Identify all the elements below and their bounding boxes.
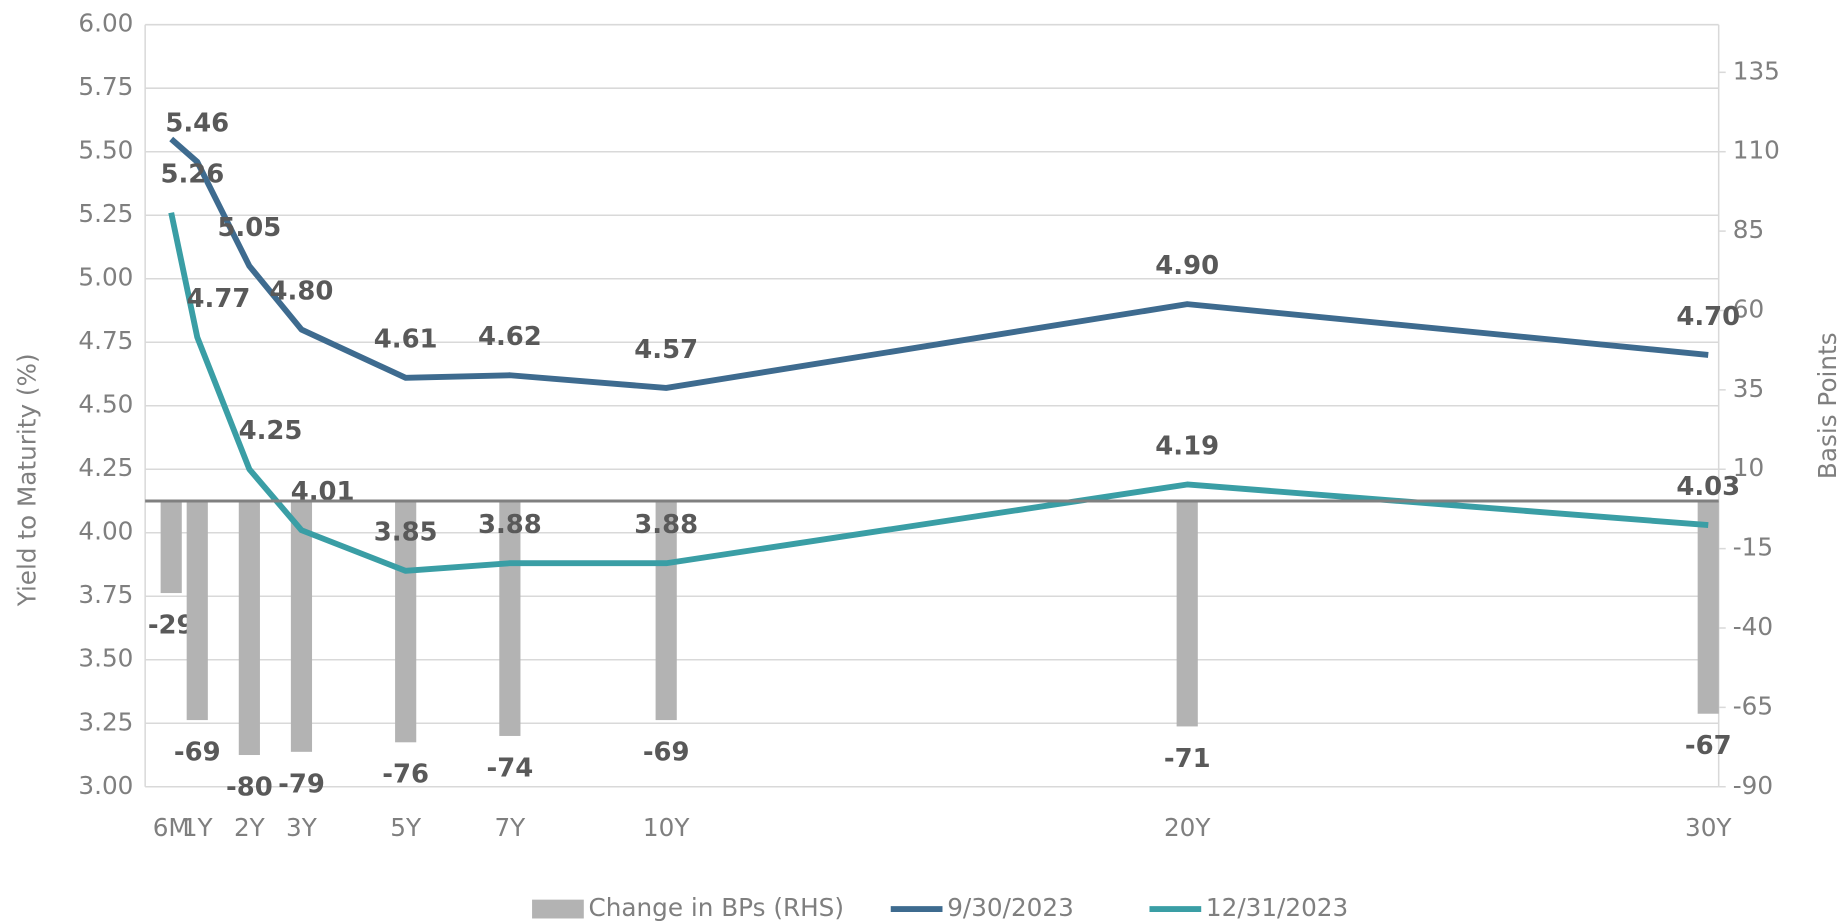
bar-label: -80	[226, 772, 273, 802]
data-label: 4.90	[1155, 251, 1219, 281]
y-tick-label: 3.00	[78, 771, 133, 800]
legend-swatch	[532, 899, 584, 919]
legend-label: Change in BPs (RHS)	[589, 893, 844, 922]
data-label: 4.70	[1676, 302, 1740, 332]
bar	[238, 500, 260, 756]
data-label: 5.26	[160, 160, 224, 190]
data-label: 4.61	[374, 325, 438, 355]
y2-tick-label: -90	[1733, 771, 1773, 800]
data-label: 4.57	[634, 335, 698, 365]
data-label: 4.77	[187, 284, 251, 314]
y2-axis-title: Basis Points	[1813, 332, 1842, 479]
x-tick-label: 7Y	[494, 813, 526, 842]
data-label: 5.46	[165, 109, 229, 139]
data-label: 3.88	[634, 510, 698, 540]
data-label: 3.85	[374, 518, 438, 548]
data-label: 4.80	[270, 276, 334, 306]
bar	[395, 500, 417, 743]
bar	[186, 500, 208, 721]
y2-tick-label: -65	[1733, 691, 1773, 720]
y-tick-label: 3.25	[78, 707, 133, 736]
y2-tick-label: -40	[1733, 612, 1773, 641]
x-tick-label: 1Y	[182, 813, 214, 842]
bar	[499, 500, 521, 736]
y-tick-label: 3.50	[78, 644, 133, 673]
x-tick-label: 5Y	[390, 813, 422, 842]
data-label: 4.62	[478, 322, 542, 352]
bar-label: -74	[487, 753, 534, 783]
bar	[1176, 500, 1198, 727]
bar-label: -71	[1164, 744, 1211, 774]
line	[169, 136, 1709, 391]
bar	[655, 500, 677, 721]
x-tick-label: 30Y	[1685, 813, 1732, 842]
bar-label: -79	[278, 769, 325, 799]
data-label: 5.05	[217, 213, 281, 243]
legend-label: 12/31/2023	[1206, 893, 1348, 922]
bar	[1697, 500, 1719, 714]
y2-tick-label: -15	[1733, 533, 1773, 562]
legend-label: 9/30/2023	[947, 893, 1074, 922]
bar	[160, 500, 182, 594]
y2-tick-label: 85	[1733, 215, 1764, 244]
y2-tick-label: 135	[1733, 56, 1780, 85]
bar-label: -69	[643, 738, 690, 768]
x-tick-label: 2Y	[234, 813, 266, 842]
data-label: 4.25	[239, 416, 303, 446]
bar-label: -76	[382, 760, 429, 790]
data-label: 4.19	[1155, 431, 1219, 461]
y-tick-label: 4.25	[78, 453, 133, 482]
x-tick-label: 3Y	[286, 813, 318, 842]
x-tick-label: 10Y	[643, 813, 690, 842]
y2-tick-label: 10	[1733, 453, 1764, 482]
data-label: 4.03	[1676, 472, 1740, 502]
y2-tick-label: 110	[1733, 136, 1780, 165]
y-tick-label: 4.00	[78, 517, 133, 546]
data-label: 3.88	[478, 510, 542, 540]
y2-tick-label: 35	[1733, 374, 1764, 403]
y2-tick-label: 60	[1733, 294, 1764, 323]
data-label: 4.01	[291, 477, 355, 507]
y-axis-title: Yield to Maturity (%)	[13, 353, 42, 607]
y-tick-label: 5.75	[78, 72, 133, 101]
x-tick-label: 6M	[153, 813, 190, 842]
y-tick-label: 4.75	[78, 326, 133, 355]
bar-label: -67	[1685, 731, 1732, 761]
bar	[290, 500, 313, 752]
bar-label: -69	[174, 738, 221, 768]
y-tick-label: 5.00	[78, 263, 133, 292]
y-tick-label: 4.50	[78, 390, 133, 419]
y-tick-label: 5.25	[78, 199, 133, 228]
y-tick-label: 6.00	[78, 9, 133, 38]
y-tick-label: 5.50	[78, 136, 133, 165]
y-tick-label: 3.75	[78, 580, 133, 609]
x-tick-label: 20Y	[1164, 813, 1211, 842]
line	[168, 212, 1709, 574]
